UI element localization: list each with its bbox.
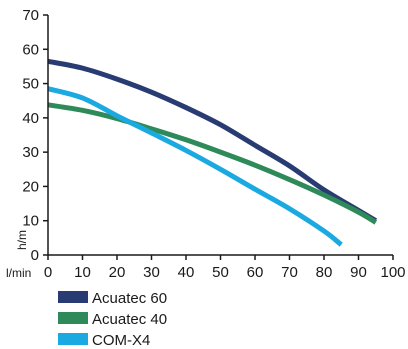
legend-swatch [58,333,88,345]
x-tick-label: 0 [44,264,52,281]
y-tick-label: 30 [22,144,39,161]
y-tick-label: 70 [22,7,39,24]
curves-layer [47,58,378,247]
y-tick-label: 20 [22,178,39,195]
y-tick-label: 10 [22,213,39,230]
y-tick-label: 0 [31,247,39,264]
x-tick-label: 10 [74,264,91,281]
x-tick-label: 20 [109,264,126,281]
x-axis-unit: l/min [6,266,31,280]
legend-swatch [58,291,88,303]
x-tick-label: 70 [281,264,298,281]
y-ticks: 0 10 20 30 40 50 60 70 [22,7,48,264]
x-tick-label: 30 [143,264,160,281]
y-tick-label: 60 [22,41,39,58]
legend-label: COM-X4 [92,332,150,349]
x-ticks: 0 10 20 30 40 50 60 70 80 90 100 [44,255,406,281]
x-tick-label: 50 [212,264,229,281]
x-tick-label: 40 [178,264,195,281]
x-tick-label: 90 [350,264,367,281]
legend-label: Acuatec 40 [92,311,167,328]
series-line-2 [47,102,378,225]
legend-label: Acuatec 60 [92,290,167,307]
x-tick-label: 80 [316,264,333,281]
series-line-3 [47,86,343,247]
legend: Acuatec 60 Acuatec 40 COM-X4 [58,290,167,349]
series-line-1 [47,58,378,223]
x-tick-label: 60 [247,264,264,281]
x-tick-label: 100 [380,264,405,281]
axes-layer [47,15,393,256]
y-tick-label: 40 [22,110,39,127]
legend-swatch [58,312,88,324]
y-axis-unit: h/m [15,230,29,250]
y-tick-label: 50 [22,76,39,93]
